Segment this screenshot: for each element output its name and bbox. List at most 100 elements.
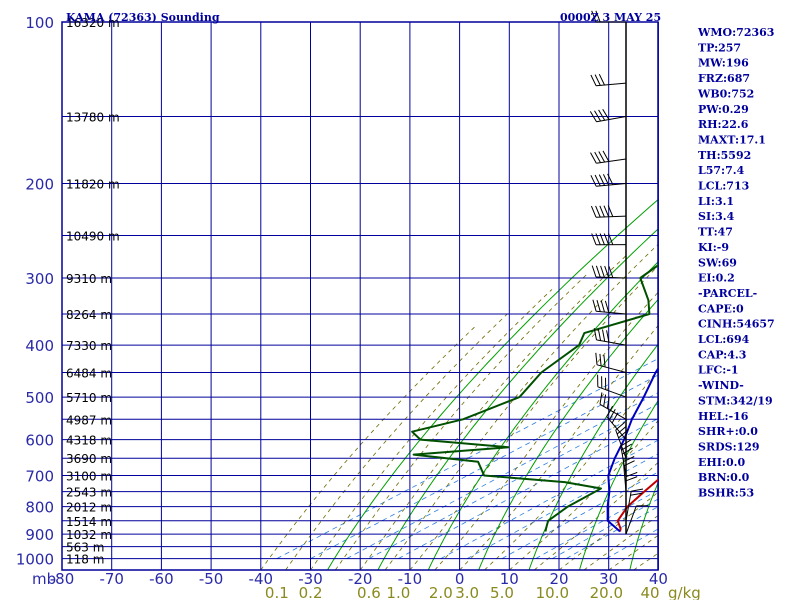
pressure-unit-label: mb xyxy=(32,570,56,588)
temperature-tick-label: 40 xyxy=(649,570,668,588)
wind-barb-feather xyxy=(594,151,601,163)
height-label: 3690 m xyxy=(66,452,112,466)
sounding-profiles xyxy=(411,264,658,533)
wind-barb xyxy=(625,491,632,521)
pressure-label: 200 xyxy=(25,176,54,194)
mixing-ratio-line xyxy=(552,498,658,559)
wind-barb-feather xyxy=(630,492,643,496)
temperature-tick-label: -80 xyxy=(50,570,75,588)
wind-barb-feather xyxy=(607,173,614,185)
stability-index: CINH:54657 xyxy=(698,318,775,331)
stability-indices: WMO:72363 TP:257 MW:196 FRZ:687 WB0:752 PW:0.… xyxy=(697,26,775,500)
wind-profile xyxy=(589,10,649,535)
dry-adiabat xyxy=(478,298,658,570)
pressure-label: 500 xyxy=(25,389,54,407)
plot-frame xyxy=(61,21,659,571)
height-label: 10490 m xyxy=(66,230,120,244)
wind-barb-feather xyxy=(603,354,606,367)
wind-barb-feather xyxy=(608,409,616,421)
wind-barb xyxy=(596,183,627,187)
moist-adiabat xyxy=(509,420,658,570)
temperature-tick-label: 20 xyxy=(549,570,568,588)
height-label: 1032 m xyxy=(66,528,112,542)
moist-adiabat xyxy=(533,461,658,570)
mixing-ratio-label: 0.2 xyxy=(299,584,323,600)
stability-index: MW:196 xyxy=(698,57,749,70)
wind-barb xyxy=(620,445,627,476)
stability-index: EI:0.2 xyxy=(698,272,735,285)
dry-adiabat xyxy=(327,199,658,570)
wind-barb-feather xyxy=(595,265,601,278)
wind-barb-feather xyxy=(595,233,601,245)
wind-barb-feather xyxy=(606,396,610,409)
wind-barb-feather xyxy=(599,233,605,245)
stability-index: CAPE:0 xyxy=(698,302,744,315)
pressure-label: 1000 xyxy=(16,551,54,569)
dry-adiabat xyxy=(781,22,800,570)
temperature-tick-label: 10 xyxy=(500,570,519,588)
wind-barb-feather xyxy=(615,421,626,431)
wind-barb xyxy=(596,339,627,346)
wind-barb-feather xyxy=(608,233,614,245)
mixing-ratio-label: 40 xyxy=(640,584,659,600)
stability-index: STM:342/19 xyxy=(698,394,773,407)
stability-index: SI:3.4 xyxy=(698,210,735,223)
stability-index: BRN:0.0 xyxy=(698,471,750,484)
parcel-profile-line xyxy=(606,366,658,533)
height-label: 5710 m xyxy=(66,391,112,405)
height-label: 13780 m xyxy=(66,110,120,124)
wind-barb-feather xyxy=(594,174,601,187)
wind-barb-feather xyxy=(607,205,614,217)
wind-barb xyxy=(625,505,637,535)
height-label: 2012 m xyxy=(66,501,112,515)
temperature-tick-label: 30 xyxy=(599,570,618,588)
moist-adiabat xyxy=(484,368,658,570)
height-label: 9310 m xyxy=(66,272,112,286)
wind-barb xyxy=(596,116,627,123)
mixing-ratio-label: 3.0 xyxy=(455,584,479,600)
temperature-tick-label: -40 xyxy=(249,570,274,588)
stability-index: -WIND- xyxy=(698,379,744,392)
wind-barb-feather xyxy=(625,476,638,482)
moist-adiabat xyxy=(434,291,658,570)
wind-barb-feather xyxy=(604,265,610,278)
mixing-ratio-label: 0.6 xyxy=(357,584,381,600)
wind-barb-feather xyxy=(621,443,633,451)
stability-index: WMO:72363 xyxy=(697,26,774,39)
wind-barb-feather xyxy=(598,109,606,121)
moist-adiabat xyxy=(658,184,800,571)
wind-barb-feather xyxy=(600,265,605,278)
stability-index: SRDS:129 xyxy=(698,440,760,453)
wind-barb-feather xyxy=(592,299,597,312)
wind-barb-feather xyxy=(591,233,597,245)
wind-barb xyxy=(595,276,627,279)
wind-barb-feather xyxy=(599,353,602,366)
wind-barb-feather xyxy=(596,300,601,312)
moist-adiabat xyxy=(583,515,658,570)
temperature-tick-label: -10 xyxy=(398,570,423,588)
pressure-label: 800 xyxy=(25,499,54,517)
wind-barb-feather xyxy=(618,429,629,439)
wind-barb-feather xyxy=(595,10,601,23)
wind-barb-feather xyxy=(598,174,605,186)
wind-barb-feather xyxy=(599,392,603,405)
wind-barb-feather xyxy=(606,405,614,417)
stability-index: HEL:-16 xyxy=(698,410,749,423)
stability-index: TP:257 xyxy=(698,41,741,54)
wind-barb-feather xyxy=(593,328,597,340)
stability-index: CAP:4.3 xyxy=(698,348,746,361)
stability-index: L57:7.4 xyxy=(698,164,745,177)
wind-barb-feather xyxy=(591,10,597,23)
temperature-tick-label: -30 xyxy=(298,570,323,588)
height-label: 6484 m xyxy=(66,367,112,381)
wind-barb-feather xyxy=(620,439,632,447)
grid-lines xyxy=(61,21,659,571)
wind-barb-feather xyxy=(623,456,635,463)
wind-barb-feather xyxy=(590,205,597,218)
mixing-ratio-unit-label: g/kg xyxy=(668,584,701,600)
wind-barb-feather xyxy=(602,329,606,342)
mixing-ratio-line xyxy=(535,489,658,559)
wind-barb-feather xyxy=(602,174,610,186)
wind-barb-feather xyxy=(598,151,606,163)
